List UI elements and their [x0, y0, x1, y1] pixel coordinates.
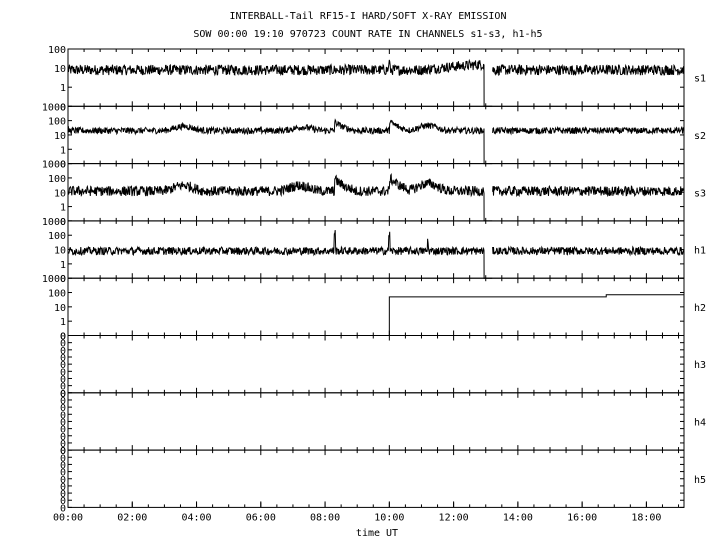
channel-label-h3: h3: [694, 360, 706, 371]
x-tick-label: 00:00: [53, 512, 83, 523]
y-tick-label: 0: [60, 475, 66, 486]
y-tick-label: 1: [60, 145, 66, 156]
y-tick-label: 0: [60, 160, 66, 171]
panel-frame: [67, 335, 685, 394]
y-tick-label: 1: [60, 203, 66, 214]
y-tick-label: 0: [60, 382, 66, 393]
y-tick-label: 1000: [42, 274, 66, 285]
panel-frame: [67, 277, 685, 337]
y-tick-label: 1: [60, 317, 66, 328]
x-tick-label: 18:00: [631, 512, 661, 523]
x-tick-label: 16:00: [567, 512, 597, 523]
panel-frame: [67, 449, 685, 508]
y-tick-label: 0: [60, 389, 66, 400]
y-tick-label: 1: [60, 260, 66, 271]
y-tick-label: 100: [48, 289, 66, 300]
y-tick-label: 100: [48, 231, 66, 242]
y-tick-label: 0: [60, 346, 66, 357]
panel-frame: [67, 105, 685, 165]
y-tick-label: 0: [60, 503, 66, 514]
x-axis: 00:00 02:00 04:00 06:00 08:00 10:00 12:00 14:00…: [53, 501, 661, 523]
y-tick-label: 0: [60, 489, 66, 500]
y-tick-label: 0: [60, 360, 66, 371]
series-h1: [67, 230, 685, 279]
y-tick-label: 1000: [42, 102, 66, 113]
y-tick-label: 0: [60, 446, 66, 457]
y-tick-label: 0: [60, 274, 66, 285]
y-tick-label: 0: [60, 367, 66, 378]
x-tick-label: 06:00: [246, 512, 276, 523]
y-tick-label: 1: [60, 83, 66, 94]
channel-label-h4: h4: [694, 417, 706, 428]
y-tick-label: 1000: [42, 160, 66, 171]
y-tick-label: 0: [60, 446, 66, 457]
x-tick-label: 02:00: [117, 512, 147, 523]
x-axis-label: time UT: [356, 528, 398, 539]
y-tick-label: 0: [60, 460, 66, 471]
y-tick-label: 0: [60, 417, 66, 428]
y-tick-label: 0: [60, 389, 66, 400]
x-tick-label: 04:00: [181, 512, 211, 523]
y-tick-label: 0: [60, 332, 66, 343]
channel-label-h1: h1: [694, 246, 706, 257]
y-tick-label: 0: [60, 332, 66, 343]
series-h2: [388, 294, 684, 336]
channel-label-h2: h2: [694, 303, 706, 314]
y-tick-label: 0: [60, 353, 66, 364]
y-tick-label: 100: [48, 45, 66, 56]
panels-group: s11001010s210001001010s310001001010h1100…: [42, 45, 706, 514]
panel-frame: [67, 48, 685, 107]
series-s2: [67, 118, 685, 165]
channel-label-s3: s3: [694, 188, 706, 199]
y-tick-label: 10: [54, 303, 66, 314]
y-tick-label: 0: [60, 496, 66, 507]
y-tick-label: 0: [60, 453, 66, 464]
y-tick-label: 100: [48, 117, 66, 128]
y-tick-label: 0: [60, 425, 66, 436]
y-tick-label: 0: [60, 482, 66, 493]
y-tick-label: 0: [60, 396, 66, 407]
x-tick-label: 12:00: [439, 512, 469, 523]
series-s3: [67, 173, 685, 222]
series-s1: [67, 58, 685, 107]
y-tick-label: 0: [60, 102, 66, 113]
y-tick-label: 10: [54, 131, 66, 142]
y-tick-label: 10: [54, 188, 66, 199]
y-tick-label: 10: [54, 246, 66, 257]
y-tick-label: 0: [60, 374, 66, 385]
y-tick-label: 0: [60, 468, 66, 479]
y-tick-label: 100: [48, 174, 66, 185]
channel-label-s2: s2: [694, 131, 706, 142]
y-tick-label: 0: [60, 403, 66, 414]
y-tick-label: 0: [60, 410, 66, 421]
chart-title: INTERBALL-Tail RF15-I HARD/SOFT X-RAY EM…: [230, 11, 507, 22]
y-tick-label: 0: [60, 339, 66, 350]
x-tick-label: 14:00: [503, 512, 533, 523]
x-tick-label: 08:00: [310, 512, 340, 523]
y-tick-label: 10: [54, 64, 66, 75]
y-tick-label: 0: [60, 439, 66, 450]
y-tick-label: 0: [60, 432, 66, 443]
channel-label-h5: h5: [694, 475, 706, 486]
chart-subtitle: SOW 00:00 19:10 970723 COUNT RATE IN CHA…: [193, 29, 542, 40]
panel-frame: [67, 392, 685, 451]
y-tick-label: 1000: [42, 217, 66, 228]
channel-label-s1: s1: [694, 74, 706, 85]
y-tick-label: 0: [60, 217, 66, 228]
x-tick-label: 10:00: [374, 512, 404, 523]
